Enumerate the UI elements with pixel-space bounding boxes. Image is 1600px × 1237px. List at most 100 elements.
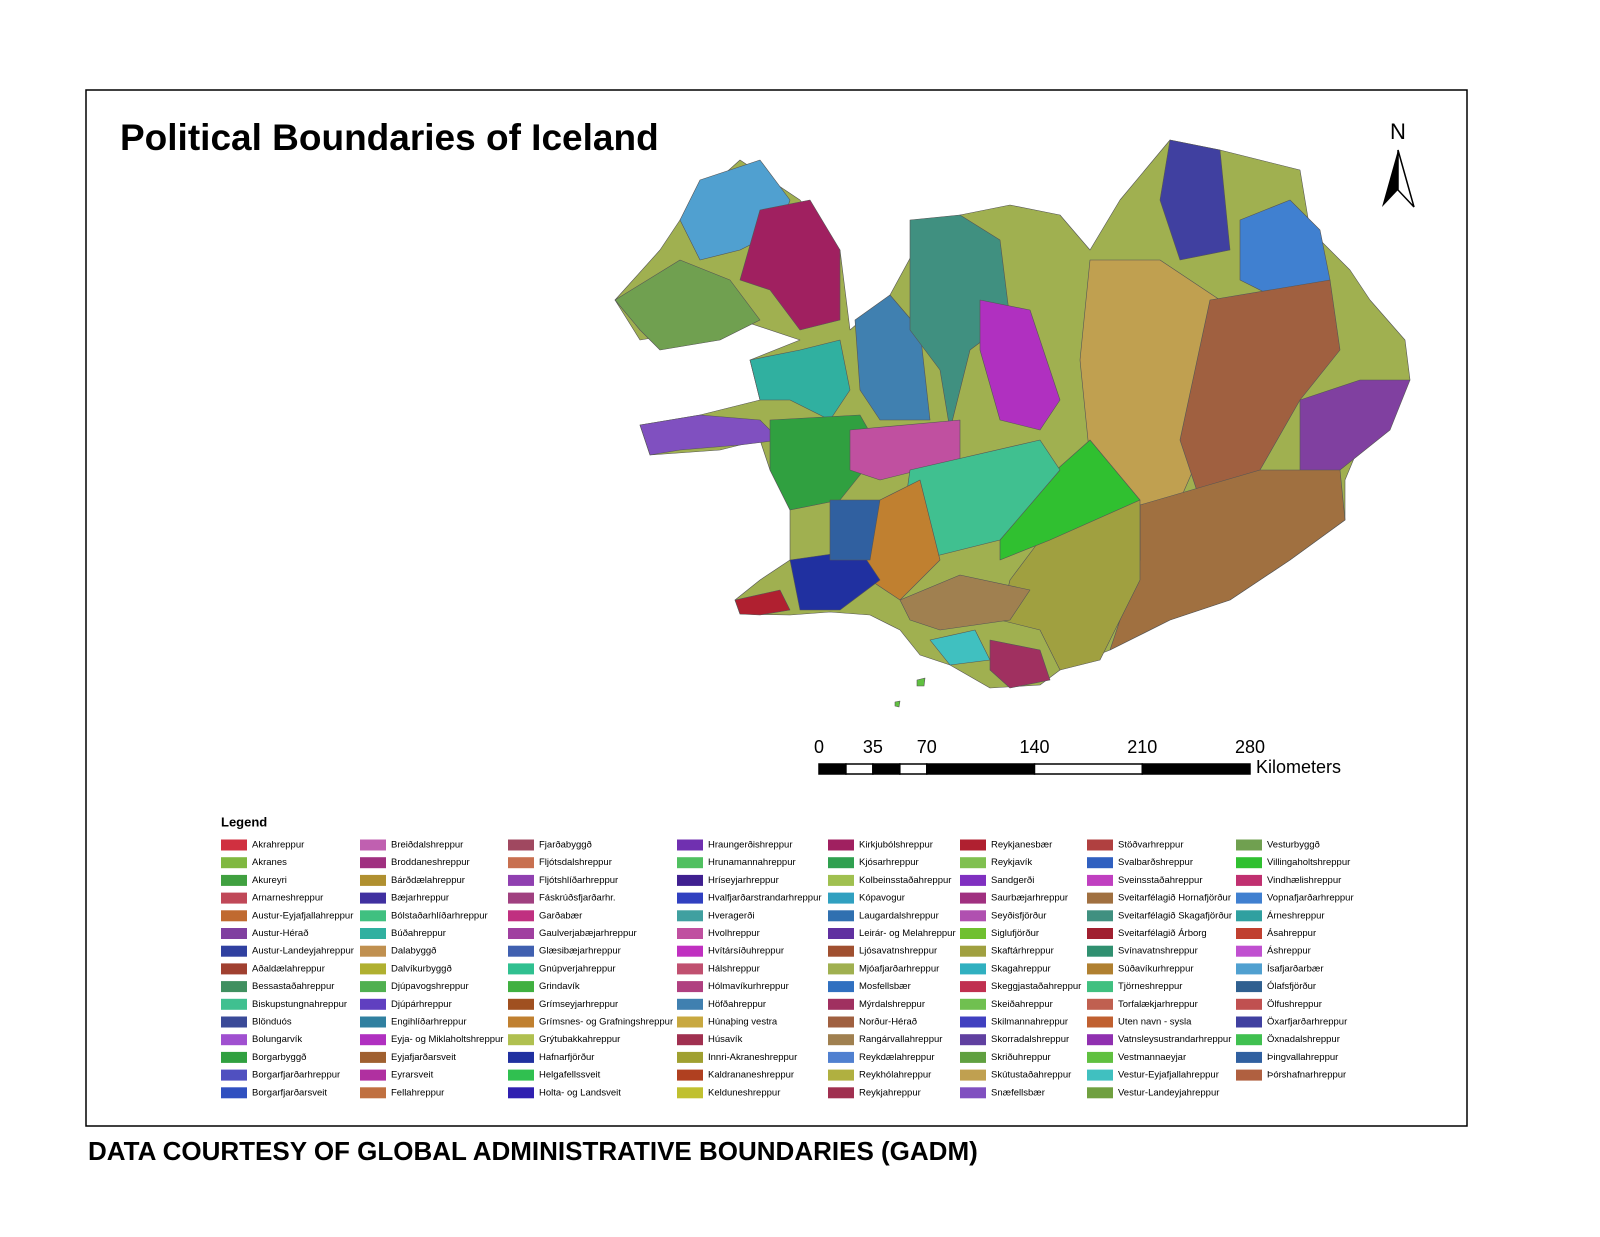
legend-label: Eyjafjarðarsveit [391,1052,456,1063]
legend-swatch [1236,857,1262,869]
legend-label: Broddaneshreppur [391,857,470,868]
legend-swatch [1087,910,1113,922]
legend-swatch [221,1087,247,1099]
legend-swatch [677,981,703,993]
legend-swatch [1087,1087,1113,1099]
legend-label: Reykjanesbær [991,840,1052,851]
legend-swatch [677,945,703,957]
legend-swatch [677,928,703,939]
legend-label: Árneshreppur [1267,910,1325,921]
legend-swatch [221,892,247,904]
legend-swatch [360,928,386,939]
legend-swatch [221,874,247,886]
legend-label: Skagahreppur [991,963,1051,974]
legend-swatch [828,998,854,1010]
scale-segment [899,763,928,775]
legend-label: Kirkjubólshreppur [859,840,933,851]
legend-label: Hvolhreppur [708,928,760,939]
legend-swatch [960,839,986,851]
legend-swatch [960,874,986,886]
legend-swatch [360,1016,386,1028]
legend-label: Innri-Akraneshreppur [708,1052,797,1063]
legend-label: Sveinsstaðahreppur [1118,875,1203,886]
legend-swatch [1236,945,1262,957]
legend-label: Þingvallahreppur [1267,1052,1338,1063]
legend-label: Hrunamannahreppur [708,857,796,868]
region [614,259,761,351]
legend-swatch [1087,892,1113,904]
legend-swatch [1236,839,1262,851]
legend-label: Fellahreppur [391,1087,444,1098]
region [829,499,881,561]
legend-swatch [1236,981,1262,993]
legend-swatch [1236,1034,1262,1046]
legend-swatch [677,910,703,922]
legend-label: Bólstaðarhlíðarhreppur [391,910,488,921]
legend-swatch [960,945,986,957]
legend-swatch [828,1016,854,1028]
legend-swatch [960,1069,986,1081]
legend-swatch [360,1034,386,1046]
legend-label: Ásahreppur [1267,928,1316,939]
legend-label: Reykdælahreppur [859,1052,935,1063]
region [999,439,1141,561]
legend-label: Austur-Landeyjahreppur [252,946,354,957]
legend-label: Vestur-Landeyjahreppur [1118,1087,1219,1098]
legend-label: Sandgerði [991,875,1034,886]
legend-label: Arnarneshreppur [252,893,323,904]
legend-label: Stöðvarhreppur [1118,840,1183,851]
region [929,629,991,666]
legend-swatch [360,1087,386,1099]
legend-label: Akrahreppur [252,840,304,851]
legend-label: Ólafsfjörður [1267,981,1316,992]
region [639,414,781,456]
legend-label: Bessastaðahreppur [252,981,334,992]
legend-swatch [677,839,703,851]
legend-swatch [1236,874,1262,886]
scale-tick-label: 35 [863,737,883,757]
legend-swatch [360,857,386,869]
legend-swatch [828,928,854,939]
region [1179,279,1341,501]
legend-swatch [1087,963,1113,975]
legend-swatch [360,945,386,957]
footer-credit: DATA COURTESY OF GLOBAL ADMINISTRATIVE B… [88,1136,978,1166]
legend-swatch [1236,1016,1262,1028]
legend-swatch [360,1051,386,1063]
legend-label: Siglufjörður [991,928,1039,939]
legend-swatch [221,963,247,975]
legend-label: Bæjarhreppur [391,893,449,904]
legend-swatch [508,1051,534,1063]
legend-label: Vatnsleysustrandarhreppur [1118,1034,1231,1045]
legend-swatch [221,998,247,1010]
legend-swatch [360,910,386,922]
legend-label: Skútustaðahreppur [991,1070,1071,1081]
region [1159,139,1231,261]
legend-swatch [1087,945,1113,957]
legend-label: Seyðisfjörður [991,910,1046,921]
legend-swatch [677,1051,703,1063]
legend-label: Akranes [252,857,287,868]
legend-swatch [677,1016,703,1028]
north-arrow-right [1397,149,1415,208]
legend-label: Skilmannahreppur [991,1017,1068,1028]
scale-tick-label: 0 [814,737,824,757]
legend-label: Bárðdælahreppur [391,875,465,886]
legend-label: Glæsibæjarhreppur [539,946,621,957]
legend-swatch [221,910,247,922]
legend: Legend Akrahreppur Akranes Akureyri Arnarne… [221,814,1354,1098]
legend-label: Fáskrúðsfjarðarhr. [539,893,616,904]
legend-label: Dalvíkurbyggð [391,963,452,974]
legend-swatch [508,945,534,957]
legend-swatch [960,1087,986,1099]
legend-swatch [508,981,534,993]
north-arrow: N [1382,119,1415,208]
legend-swatch [828,857,854,869]
legend-swatch [960,963,986,975]
legend-label: Kelduneshreppur [708,1087,780,1098]
legend-swatch [508,839,534,851]
legend-swatch [221,981,247,993]
legend-label: Hraungerðishreppur [708,840,793,851]
legend-swatch [1087,1069,1113,1081]
